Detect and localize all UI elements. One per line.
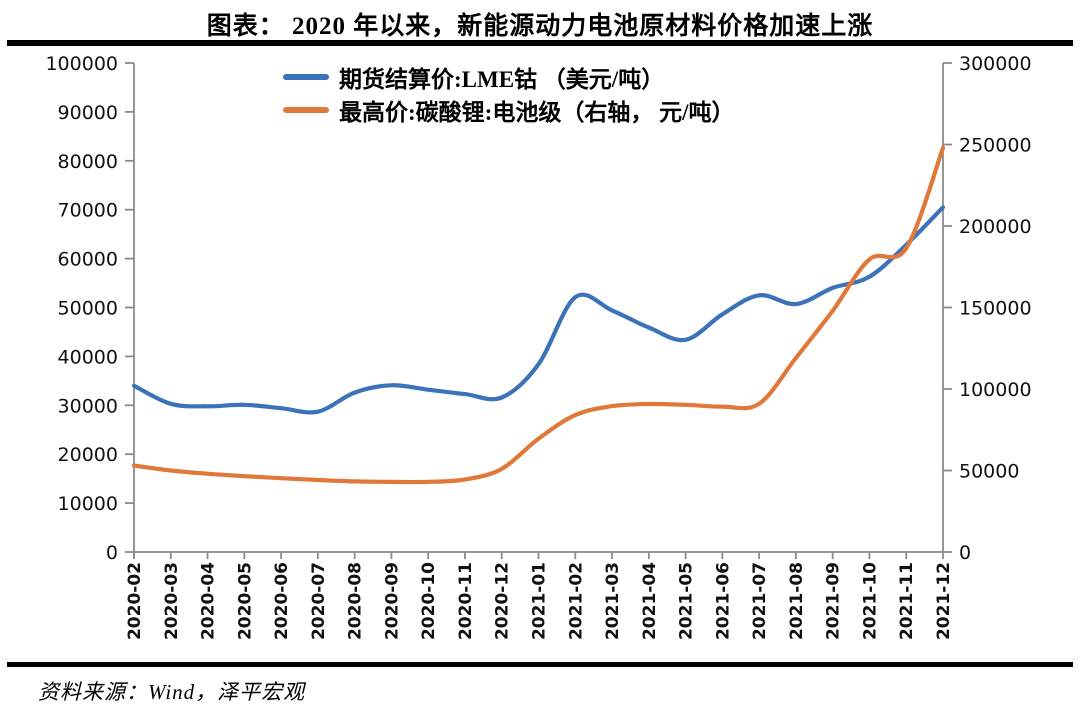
top-divider xyxy=(7,40,1073,46)
y-axis-left-tick-label: 20000 xyxy=(58,444,118,466)
legend-label-lme-cobalt: 期货结算价:LME钴 （美元/吨） xyxy=(339,66,665,92)
x-axis-tick-label: 2020-09 xyxy=(382,562,402,640)
blue-line-swatch-icon xyxy=(283,73,329,80)
x-axis-tick-label: 2020-08 xyxy=(346,562,366,640)
y-axis-left-tick-label: 10000 xyxy=(58,493,118,515)
x-axis-tick-label: 2020-12 xyxy=(493,562,513,640)
legend-item-lme-cobalt: 期货结算价:LME钴 （美元/吨） xyxy=(283,60,734,93)
y-axis-left-tick-label: 50000 xyxy=(58,298,118,320)
chart-legend: 期货结算价:LME钴 （美元/吨） 最高价:碳酸锂:电池级（右轴， 元/吨） xyxy=(283,60,734,126)
series-line-lithium-carbonate xyxy=(131,145,946,485)
y-axis-right-tick-label: 200000 xyxy=(959,216,1032,238)
y-axis-left-tick-label: 0 xyxy=(106,542,118,564)
y-axis-right-tick-label: 300000 xyxy=(959,53,1032,75)
y-axis-left-tick-label: 90000 xyxy=(58,102,118,124)
x-axis-tick-label: 2021-09 xyxy=(824,562,844,640)
x-axis-tick-label: 2021-02 xyxy=(566,562,586,640)
x-axis-tick-label: 2021-07 xyxy=(750,562,770,640)
x-axis-tick-label: 2021-03 xyxy=(603,562,623,640)
y-axis-left-tick-label: 70000 xyxy=(58,200,118,222)
x-axis-tick-label: 2020-11 xyxy=(456,562,476,640)
y-axis-left-tick-label: 40000 xyxy=(58,346,118,368)
x-axis-tick-label: 2021-10 xyxy=(860,562,880,640)
y-axis-right-tick-label: 0 xyxy=(959,542,971,564)
x-axis-tick-label: 2021-11 xyxy=(897,562,917,640)
source-note: 资料来源：Wind，泽平宏观 xyxy=(38,680,306,704)
x-axis-tick-label: 2020-10 xyxy=(419,562,439,640)
y-axis-right-tick-label: 100000 xyxy=(959,379,1032,401)
x-axis-tick-label: 2020-07 xyxy=(309,562,329,640)
x-axis-tick-label: 2021-12 xyxy=(934,562,954,640)
x-axis-tick-label: 2021-01 xyxy=(530,562,550,640)
x-axis-tick-label: 2020-06 xyxy=(272,562,292,640)
y-axis-right-tick-label: 150000 xyxy=(959,298,1032,320)
x-axis-tick-label: 2021-05 xyxy=(677,562,697,640)
orange-line-swatch-icon xyxy=(283,106,329,113)
price-chart: 0 10000 20000 30000 40000 50000 60000 70000 8000… xyxy=(0,46,1080,662)
x-axis-tick-label: 2021-06 xyxy=(713,562,733,640)
y-axis-left-tick-label: 80000 xyxy=(58,151,118,173)
x-axis-tick-label: 2020-03 xyxy=(162,562,182,640)
y-axis-right-tick-label: 250000 xyxy=(959,135,1032,157)
legend-label-lithium-carbonate: 最高价:碳酸锂:电池级（右轴， 元/吨） xyxy=(339,99,735,125)
bottom-divider xyxy=(7,662,1073,667)
series-line-lme-cobalt xyxy=(131,205,946,415)
x-axis-tick-label: 2020-04 xyxy=(199,562,219,640)
legend-item-lithium-carbonate: 最高价:碳酸锂:电池级（右轴， 元/吨） xyxy=(283,93,734,126)
x-axis-tick-label: 2021-04 xyxy=(640,562,660,640)
y-axis-left-tick-label: 30000 xyxy=(58,395,118,417)
x-axis-tick-label: 2020-02 xyxy=(125,562,145,640)
y-axis-right-tick-label: 50000 xyxy=(959,461,1019,483)
y-axis-left-tick-label: 100000 xyxy=(45,53,118,75)
x-axis-tick-label: 2020-05 xyxy=(235,562,255,640)
page-title: 图表： 2020 年以来，新能源动力电池原材料价格加速上涨 xyxy=(206,13,874,40)
y-axis-left-tick-label: 60000 xyxy=(58,249,118,271)
price-chart-canvas: 0 10000 20000 30000 40000 50000 60000 70000 8000… xyxy=(45,53,1032,640)
x-axis-tick-label: 2021-08 xyxy=(787,562,807,640)
